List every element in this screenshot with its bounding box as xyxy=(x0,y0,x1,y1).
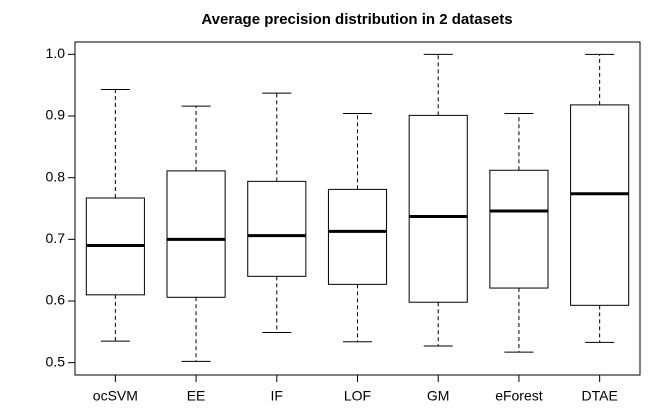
box xyxy=(570,104,630,306)
y-tick-label: 0.7 xyxy=(46,230,66,246)
y-tick-label: 0.5 xyxy=(46,353,66,369)
x-tick-label: IF xyxy=(271,388,283,404)
x-tick-label: LOF xyxy=(344,388,371,404)
box xyxy=(408,114,468,303)
y-tick-label: 0.9 xyxy=(46,107,66,123)
box xyxy=(327,188,388,285)
x-tick-label: EE xyxy=(187,388,206,404)
chart-title: Average precision distribution in 2 data… xyxy=(201,11,512,28)
x-tick-label: ocSVM xyxy=(93,388,138,404)
y-tick-label: 0.6 xyxy=(46,292,66,308)
x-tick-label: DTAE xyxy=(581,388,617,404)
box xyxy=(166,170,226,298)
x-tick-label: GM xyxy=(427,388,450,404)
box xyxy=(247,180,307,277)
y-tick-label: 1.0 xyxy=(46,45,66,61)
y-tick-label: 0.8 xyxy=(46,168,66,184)
box xyxy=(489,169,549,289)
x-tick-label: eForest xyxy=(495,388,543,404)
